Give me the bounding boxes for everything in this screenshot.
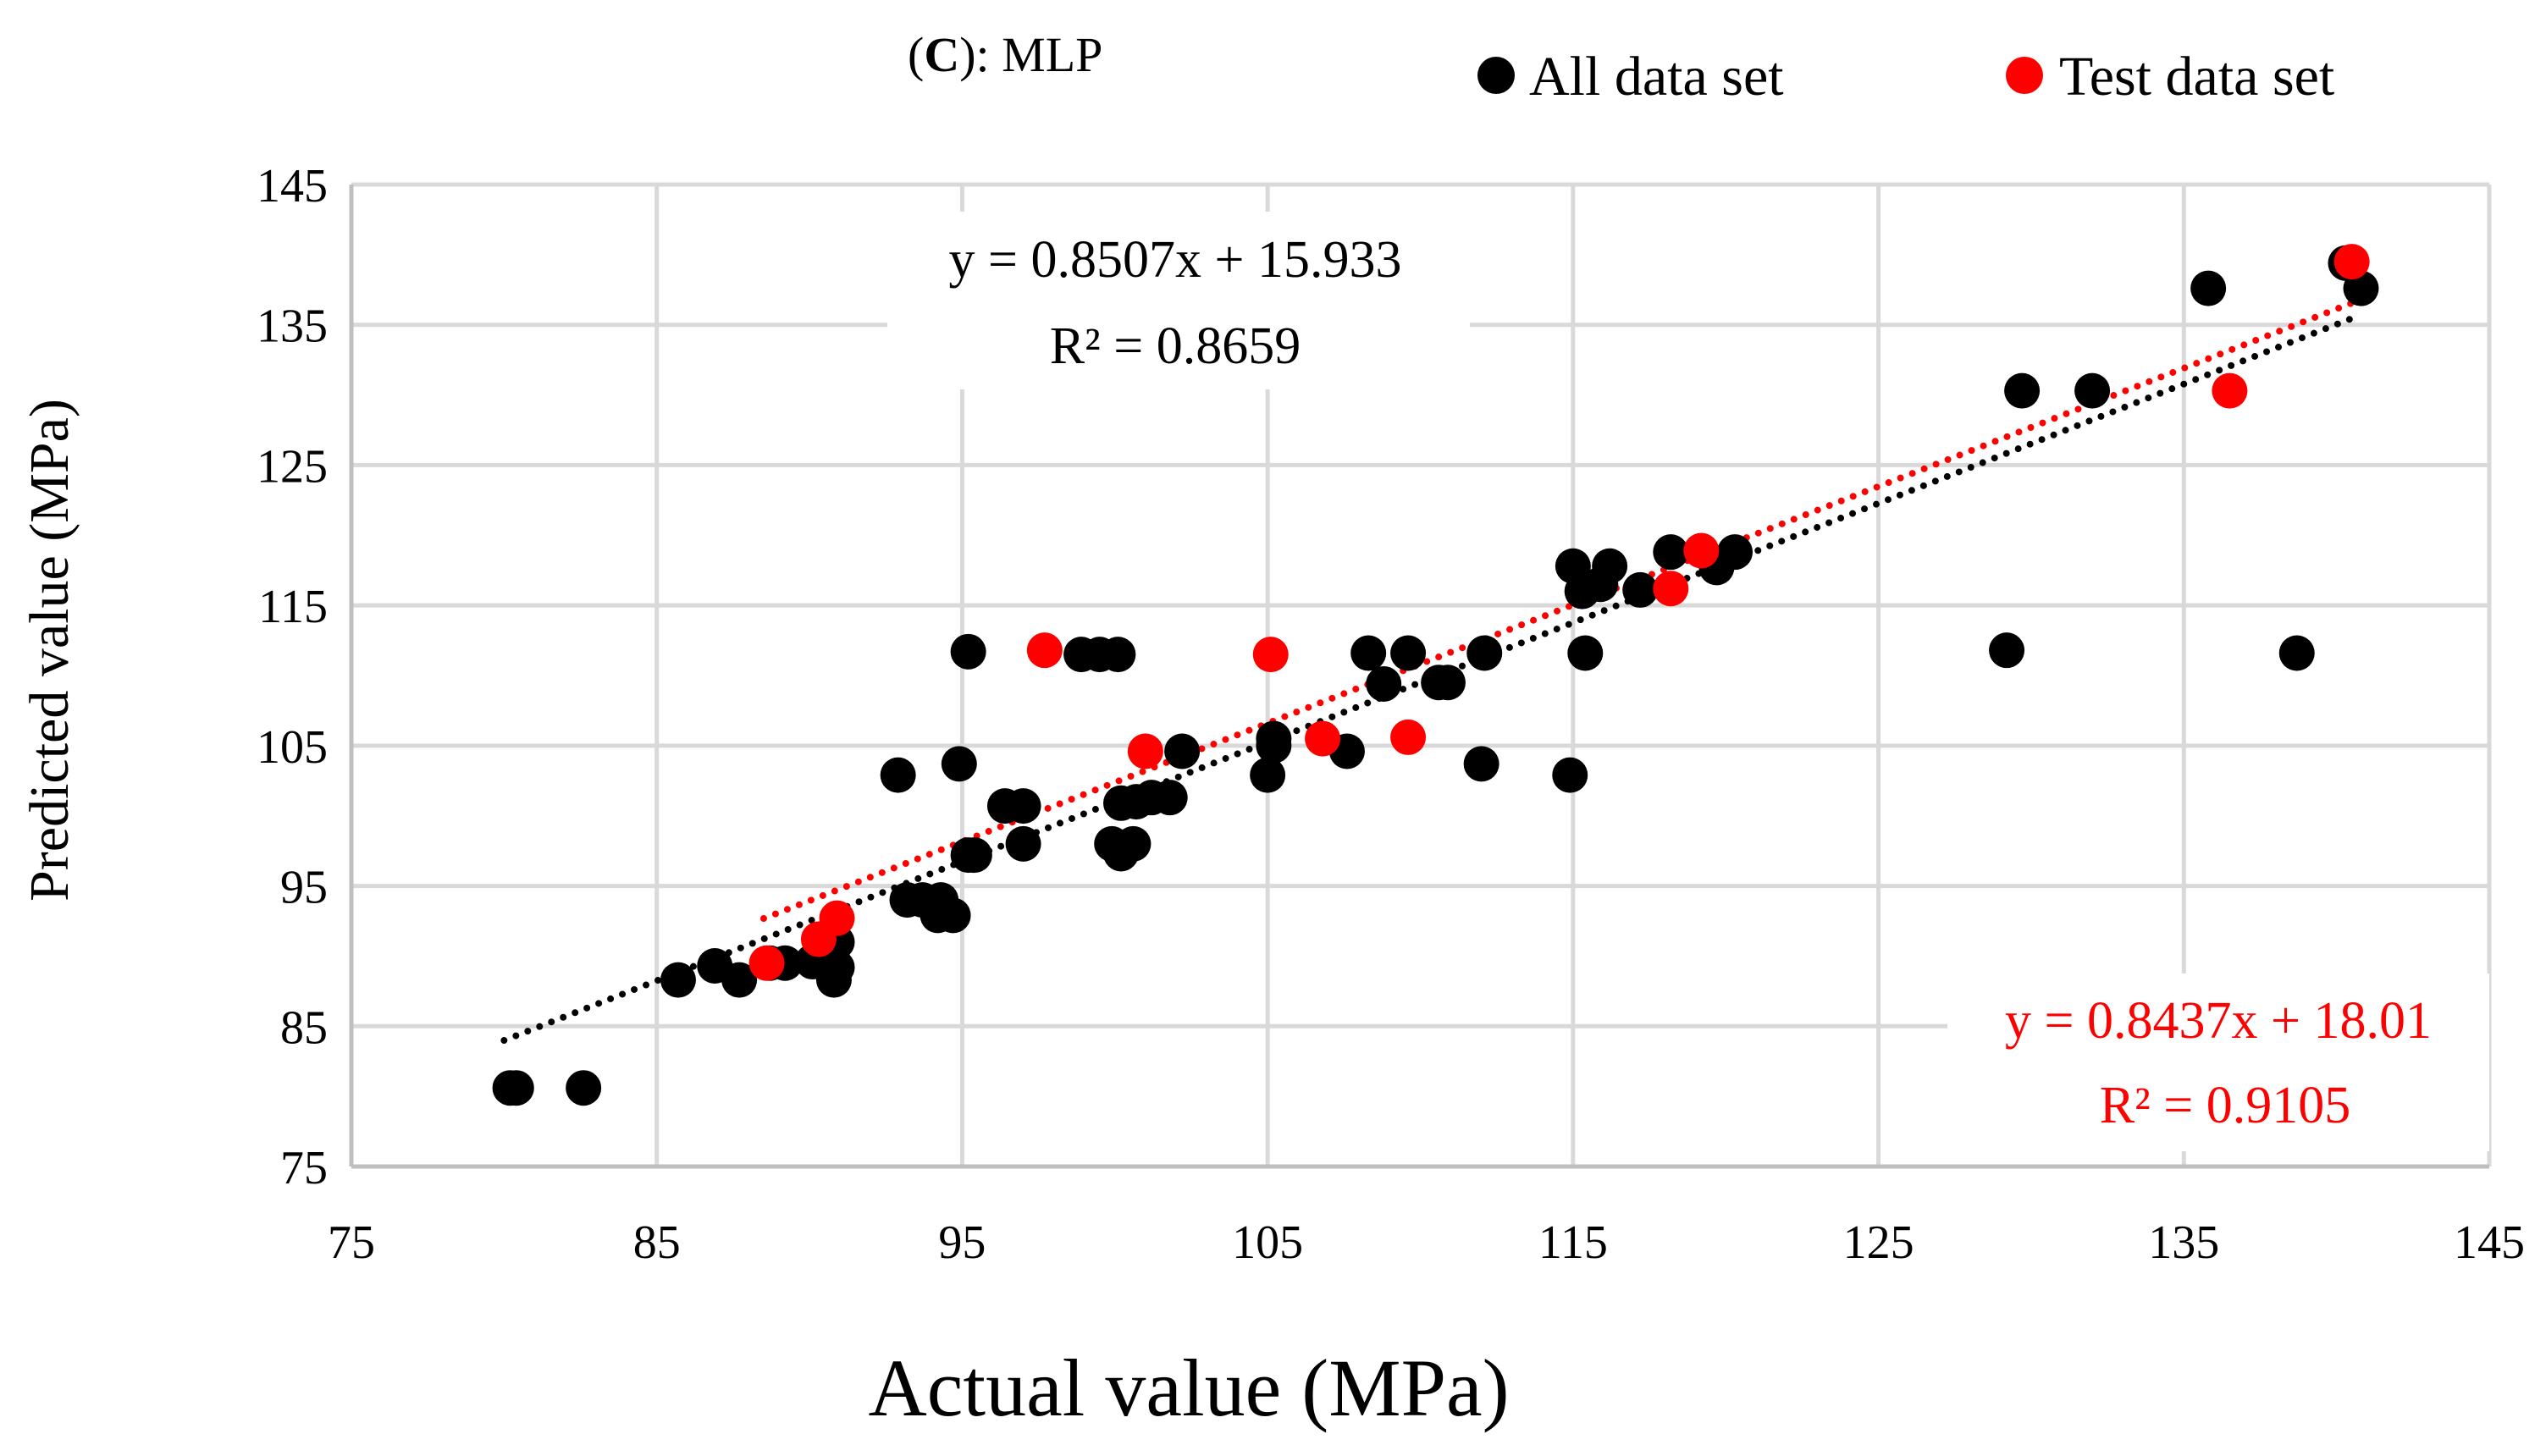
point-test-data (819, 900, 855, 936)
point-all-data (1717, 534, 1753, 571)
point-all-data (2004, 372, 2041, 409)
chart-title-bold: C (924, 27, 959, 82)
x-tick-label: 135 (2148, 1216, 2219, 1269)
point-test-data (748, 945, 785, 981)
point-all-data (1552, 757, 1588, 793)
point-all-data (1005, 788, 1041, 825)
r2-all-data: R² = 0.8659 (1050, 317, 1301, 375)
chart-title: (C): MLP (908, 27, 1102, 82)
x-tick-label: 105 (1232, 1216, 1303, 1269)
axes (349, 185, 2489, 1169)
data-points (492, 244, 2379, 1106)
y-tick-label: 75 (280, 1142, 328, 1194)
x-tick-label: 145 (2454, 1216, 2525, 1269)
tick-labels: 75 85 95 105 115 125 135 145 75 85 95 105 115 125 135 1… (257, 160, 2525, 1269)
point-all-data (956, 837, 992, 874)
point-all-data (941, 746, 977, 782)
point-test-data (1252, 637, 1289, 673)
point-all-data (1100, 637, 1136, 673)
point-all-data (1653, 534, 1689, 571)
point-all-data (498, 1070, 534, 1106)
point-test-data (1390, 719, 1427, 755)
y-axis-title: Predicted value (MPa) (19, 399, 80, 902)
legend-marker-test-data (2006, 57, 2043, 94)
legend-label-test-data: Test data set (2059, 46, 2334, 108)
r2-test-data: R² = 0.9105 (2100, 1077, 2350, 1134)
point-all-data (1350, 635, 1387, 671)
equation-box-all-data (887, 212, 1470, 389)
point-all-data (1592, 548, 1628, 584)
point-all-data (1256, 720, 1292, 757)
point-all-data (1115, 825, 1151, 862)
point-test-data (1683, 532, 1720, 569)
point-all-data (1429, 665, 1466, 701)
x-tick-label: 85 (633, 1216, 681, 1269)
x-tick-label: 115 (1538, 1216, 1608, 1269)
y-tick-label: 135 (257, 301, 328, 353)
legend: All data set Test data set (1477, 46, 2334, 108)
point-all-data (1463, 746, 1499, 782)
point-all-data (1567, 635, 1604, 671)
point-test-data (1653, 571, 1689, 607)
equation-label-test-data: y = 0.8437x + 18.01 R² = 0.9105 (1947, 973, 2489, 1151)
point-test-data (1305, 720, 1341, 757)
point-all-data (935, 897, 971, 934)
point-test-data (1026, 632, 1063, 669)
equation-all-data: y = 0.8507x + 15.933 (949, 231, 1402, 289)
point-all-data (1250, 757, 1286, 793)
equation-label-all-data: y = 0.8507x + 15.933 R² = 0.8659 (887, 212, 1470, 389)
y-tick-label: 115 (258, 581, 328, 633)
chart-title-suffix: ): MLP (959, 27, 1102, 82)
point-all-data (2074, 372, 2111, 409)
y-tick-label: 145 (257, 160, 328, 212)
point-all-data (1164, 733, 1201, 769)
point-all-data (1622, 571, 1659, 608)
equation-box-test-data (1947, 973, 2489, 1151)
point-all-data (880, 757, 916, 793)
point-all-data (2278, 635, 2315, 671)
point-all-data (566, 1070, 602, 1106)
point-all-data (2190, 270, 2227, 306)
chart-title-prefix: ( (908, 27, 924, 82)
equation-test-data: y = 0.8437x + 18.01 (2005, 992, 2432, 1050)
legend-marker-all-data (1477, 57, 1515, 94)
x-tick-label: 95 (938, 1216, 986, 1269)
x-tick-label: 125 (1843, 1216, 1914, 1269)
point-all-data (1466, 635, 1503, 671)
point-all-data (819, 949, 855, 985)
y-tick-label: 95 (280, 862, 328, 914)
point-test-data (2333, 244, 2370, 280)
point-all-data (1390, 635, 1427, 671)
point-test-data (1127, 733, 1163, 769)
point-all-data (660, 962, 696, 998)
x-tick-label: 75 (328, 1216, 375, 1269)
legend-label-all-data: All data set (1529, 46, 1784, 108)
point-all-data (950, 633, 986, 670)
point-all-data (1989, 632, 2025, 669)
x-axis-title: Actual value (MPa) (868, 1343, 1509, 1433)
point-all-data (1151, 780, 1188, 816)
point-test-data (2212, 372, 2248, 409)
point-all-data (1005, 825, 1041, 862)
y-tick-label: 85 (280, 1001, 328, 1054)
y-tick-label: 105 (257, 721, 328, 774)
point-all-data (1366, 665, 1402, 702)
point-all-data (721, 962, 758, 998)
y-tick-label: 125 (257, 440, 328, 493)
